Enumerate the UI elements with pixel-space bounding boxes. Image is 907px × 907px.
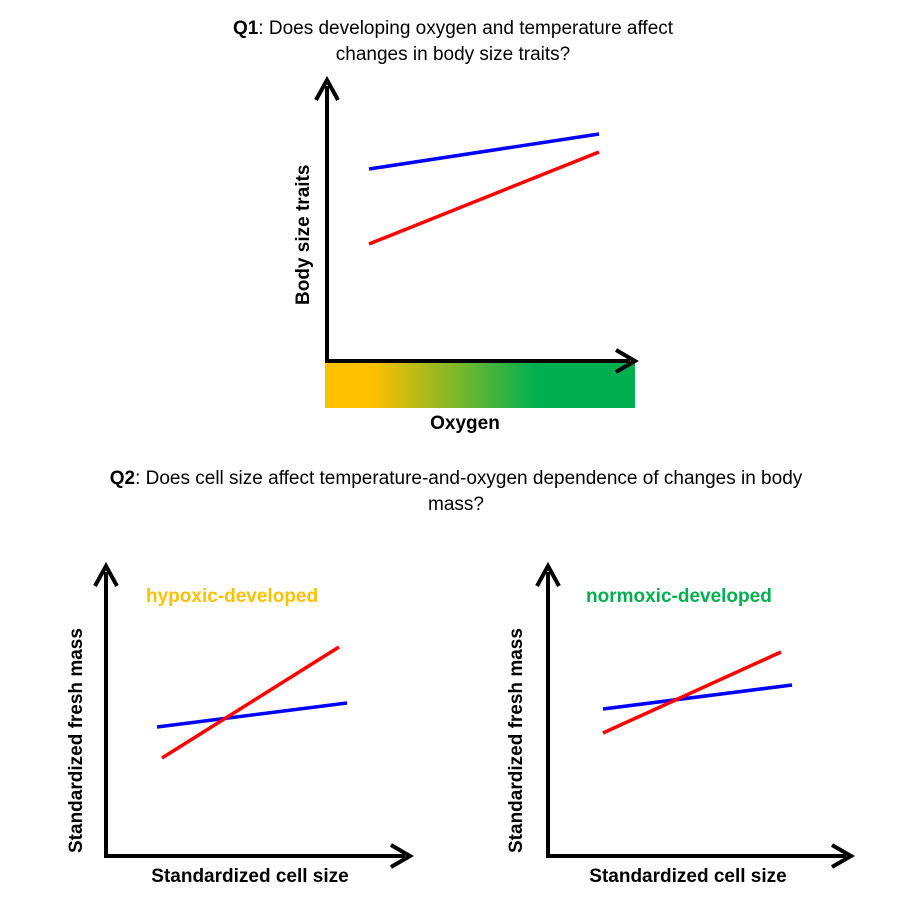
top-red-line bbox=[368, 150, 600, 246]
q2-label: Q2 bbox=[109, 468, 136, 489]
right-x-axis-arrowhead bbox=[830, 843, 855, 869]
q2-question: Q2: Does cell size affect temperature-an… bbox=[100, 466, 812, 518]
q1-label: Q1 bbox=[232, 18, 259, 39]
top-y-axis-arrowhead bbox=[314, 75, 340, 101]
q1-question-text: : Does developing oxygen and temperature… bbox=[258, 18, 674, 65]
right-panel-title: normoxic-developed bbox=[586, 586, 772, 607]
left-panel-title: hypoxic-developed bbox=[146, 586, 319, 607]
right-y-axis-arrowhead bbox=[535, 561, 561, 587]
top-x-axis-arrowhead bbox=[614, 348, 639, 374]
oxygen-gradient-bar bbox=[325, 362, 635, 408]
left-y-axis-arrowhead bbox=[93, 561, 119, 587]
left-red-line bbox=[161, 645, 340, 760]
top-x-axis-label: Oxygen bbox=[430, 413, 500, 434]
left-x-axis-label: Standardized cell size bbox=[151, 866, 349, 887]
left-y-axis-label: Standardized fresh mass bbox=[66, 628, 87, 853]
left-blue-line bbox=[156, 701, 348, 729]
q1-question: Q1: Does developing oxygen and temperatu… bbox=[230, 16, 676, 68]
q2-question-text: : Does cell size affect temperature-and-… bbox=[135, 468, 803, 515]
right-red-line bbox=[602, 650, 782, 735]
right-x-axis-label: Standardized cell size bbox=[589, 866, 787, 887]
right-blue-line bbox=[602, 683, 793, 711]
top-y-axis-label: Body size traits bbox=[293, 164, 314, 305]
top-blue-line bbox=[368, 132, 600, 171]
right-y-axis-label: Standardized fresh mass bbox=[506, 628, 527, 853]
left-x-axis-arrowhead bbox=[389, 843, 414, 869]
